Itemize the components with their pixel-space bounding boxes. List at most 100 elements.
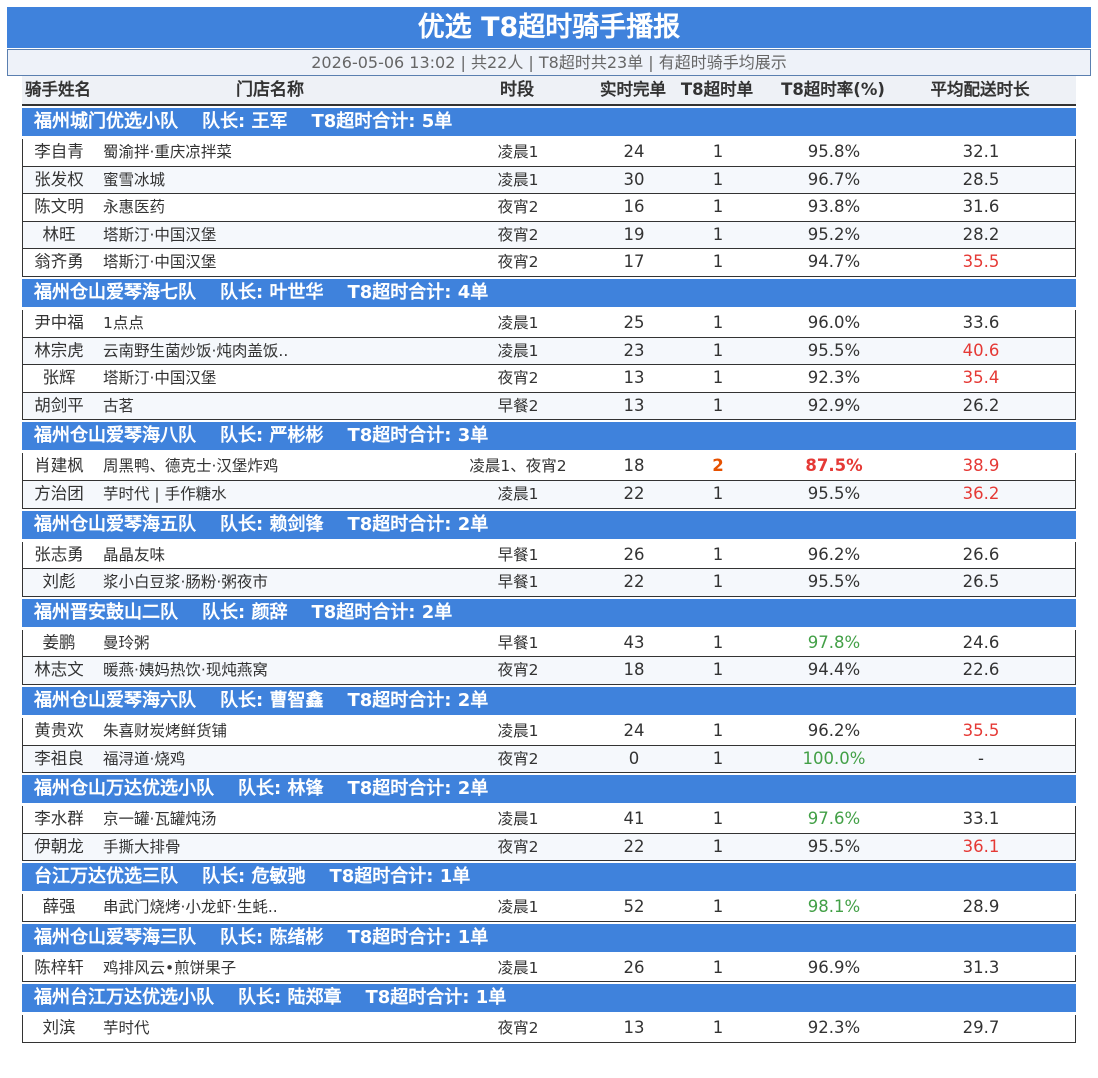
cell-store: 古茗 — [103, 396, 135, 415]
group-name: 福州仓山爱琴海五队 — [34, 513, 196, 535]
cell-rate: 95.2% — [807, 224, 861, 244]
cell-done: 26 — [623, 957, 645, 977]
cell-overtime: 1 — [712, 142, 724, 161]
group-captain: 队长: 叶世华 — [220, 281, 324, 303]
cell-avg-time: 38.9 — [962, 456, 1000, 476]
cell-period: 凌晨1 — [497, 341, 539, 360]
cell-period: 夜宵2 — [497, 1019, 539, 1038]
cell-avg-time: 22.6 — [962, 660, 1000, 680]
cell-done: 43 — [623, 632, 645, 652]
cell-avg-time: 36.1 — [962, 836, 1000, 856]
cell-period: 凌晨1 — [497, 810, 539, 829]
group-captain: 队长: 颜辞 — [202, 601, 288, 623]
cell-period: 凌晨1 — [497, 170, 539, 189]
group-header: 福州仓山爱琴海六队 队长: 曹智鑫 T8超时合计: 2单 — [22, 686, 1076, 715]
table-row: 刘滨 芋时代 夜宵2 13 1 92.3% 29.7 — [22, 1015, 1076, 1044]
column-header: 平均配送时长 — [930, 80, 1030, 99]
group-name: 福州城门优选小队 — [34, 111, 178, 132]
cell-rider: 陈文明 — [34, 197, 84, 217]
cell-rate: 95.8% — [807, 142, 861, 161]
column-header: 骑手姓名 — [25, 80, 91, 99]
cell-store: 鸡排风云•煎饼果子 — [103, 958, 237, 977]
cell-store: 串武门烧烤·小龙虾·生蚝.. — [103, 898, 278, 917]
group-total: T8超时合计: 5单 — [311, 111, 453, 132]
cell-done: 24 — [623, 720, 645, 740]
cell-done: 18 — [623, 456, 645, 476]
cell-store: 芋时代 — [103, 1019, 150, 1038]
cell-period: 夜宵2 — [497, 198, 539, 217]
table-row: 林旺 塔斯汀·中国汉堡 夜宵2 19 1 95.2% 28.2 — [22, 221, 1076, 250]
cell-store: 曼玲粥 — [103, 633, 150, 652]
cell-rate: 93.8% — [807, 197, 861, 217]
cell-store: 朱喜财炭烤鲜货铺 — [103, 721, 228, 740]
cell-overtime: 1 — [712, 169, 724, 189]
cell-done: 52 — [623, 897, 645, 917]
cell-avg-time: 28.2 — [962, 224, 1000, 244]
cell-rider: 刘滨 — [42, 1018, 76, 1038]
cell-overtime: 1 — [712, 544, 724, 564]
cell-period: 夜宵2 — [497, 837, 539, 856]
cell-overtime: 1 — [712, 632, 724, 652]
group-captain: 队长: 曹智鑫 — [220, 689, 324, 711]
cell-overtime: 1 — [712, 368, 724, 388]
cell-period: 早餐1 — [497, 633, 539, 652]
cell-done: 22 — [623, 483, 645, 503]
table-row: 林宗虎 云南野生菌炒饭·炖肉盖饭.. 凌晨1 23 1 95.5% 40.6 — [22, 337, 1076, 366]
table-row: 李祖良 福浔道·烧鸡 夜宵2 0 1 100.0% - — [22, 745, 1076, 774]
cell-overtime: 1 — [712, 340, 724, 360]
cell-period: 夜宵2 — [497, 225, 539, 244]
cell-period: 凌晨1 — [497, 958, 539, 977]
cell-avg-time: 32.1 — [962, 142, 1000, 161]
table-row: 胡剑平 古茗 早餐2 13 1 92.9% 26.2 — [22, 392, 1076, 421]
cell-avg-time: 29.7 — [962, 1018, 1000, 1038]
header-row: 骑手姓名 门店名称 时段 实时完单 T8超时单 T8超时率(%) 平均配送时长 — [22, 76, 1076, 106]
cell-store: 塔斯汀·中国汉堡 — [103, 253, 217, 272]
cell-rider: 陈梓轩 — [34, 957, 84, 977]
cell-rate: 97.6% — [807, 809, 861, 829]
group-total: T8超时合计: 2单 — [347, 778, 489, 800]
cell-period: 凌晨1 — [497, 313, 539, 332]
cell-overtime: 1 — [712, 197, 724, 217]
table-row: 张发权 蜜雪冰城 凌晨1 30 1 96.7% 28.5 — [22, 166, 1076, 195]
group-header: 福州台江万达优选小队 队长: 陆郑章 T8超时合计: 1单 — [22, 984, 1076, 1013]
cell-overtime: 1 — [712, 572, 724, 592]
cell-period: 早餐1 — [497, 573, 539, 592]
cell-overtime: 1 — [712, 897, 724, 917]
cell-avg-time: 40.6 — [962, 340, 1000, 360]
group-total: T8超时合计: 2单 — [347, 513, 489, 535]
cell-rate: 97.8% — [807, 632, 861, 652]
cell-store: 暖燕·姨妈热饮·现炖燕窝 — [103, 661, 268, 680]
cell-avg-time: - — [978, 748, 984, 768]
cell-store: 周黑鸭、德克士·汉堡炸鸡 — [103, 457, 279, 476]
cell-rider: 薛强 — [42, 897, 76, 917]
cell-done: 17 — [623, 252, 645, 272]
table-row: 林志文 暖燕·姨妈热饮·现炖燕窝 夜宵2 18 1 94.4% 22.6 — [22, 657, 1076, 685]
cell-rate: 95.5% — [807, 572, 861, 592]
table-row: 刘彪 浆小白豆浆·肠粉·粥夜市 早餐1 22 1 95.5% 26.5 — [22, 569, 1076, 597]
cell-rider: 李自青 — [34, 142, 84, 161]
cell-rate: 96.0% — [807, 312, 861, 332]
group-total: T8超时合计: 1单 — [365, 987, 507, 1009]
cell-done: 13 — [623, 1018, 645, 1038]
group-name: 台江万达优选三队 — [34, 866, 178, 888]
cell-overtime: 1 — [712, 224, 724, 244]
cell-period: 凌晨1 — [497, 898, 539, 917]
cell-rider: 伊朝龙 — [34, 836, 84, 856]
cell-overtime: 1 — [712, 720, 724, 740]
cell-rider: 李水群 — [34, 809, 84, 829]
group-total: T8超时合计: 2单 — [347, 689, 489, 711]
column-header: T8超时单 — [680, 80, 754, 99]
table-row: 方治团 芋时代 | 手作糖水 凌晨1 22 1 95.5% 36.2 — [22, 480, 1076, 509]
column-header: T8超时率(%) — [781, 80, 885, 99]
cell-rider: 姜鹏 — [42, 632, 76, 652]
cell-done: 25 — [623, 312, 645, 332]
group-header: 福州仓山万达优选小队 队长: 林锋 T8超时合计: 2单 — [22, 775, 1076, 804]
group-captain: 队长: 危敏驰 — [202, 866, 306, 888]
group-name: 福州仓山爱琴海七队 — [34, 281, 196, 303]
cell-avg-time: 24.6 — [962, 632, 1000, 652]
cell-period: 夜宵2 — [497, 749, 539, 768]
group-captain: 队长: 林锋 — [238, 778, 324, 800]
cell-store: 浆小白豆浆·肠粉·粥夜市 — [103, 573, 268, 592]
cell-overtime: 1 — [712, 1018, 724, 1038]
cell-done: 23 — [623, 340, 645, 360]
